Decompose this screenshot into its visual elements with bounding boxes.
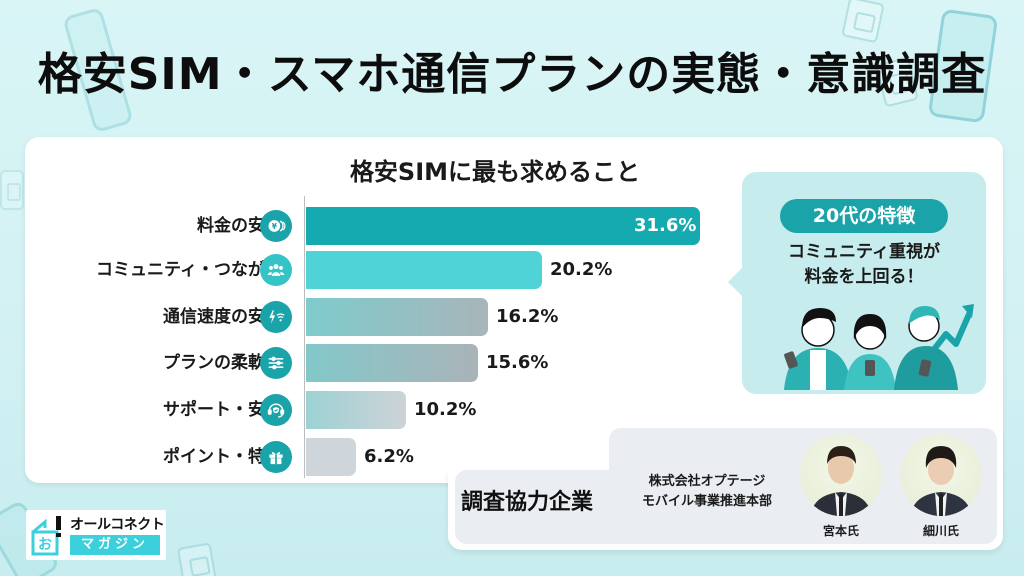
sponsor-label: 調査協力企業 — [461, 490, 594, 515]
sponsor-company: 株式会社オプテージ モバイル事業推進本部 — [627, 472, 787, 512]
chart-title: 格安SIMに最も求めること — [349, 158, 641, 186]
person-photo-avatar — [800, 434, 882, 516]
bar-fill — [306, 298, 488, 336]
decorative-sim-icon — [176, 542, 218, 576]
chart-row: 料金の安さ ¥ 31.6% — [30, 206, 730, 246]
lightning-wifi-icon — [260, 301, 292, 333]
row-label: コミュニティ・つながり — [96, 260, 282, 280]
chart-row: 通信速度の安定 16.2% — [30, 297, 730, 337]
sliders-icon — [260, 347, 292, 379]
bar-fill — [306, 438, 356, 476]
bar-fill — [306, 207, 700, 245]
headset-check-icon — [260, 394, 292, 426]
bar-fill — [306, 391, 406, 429]
brand-logo: お オールコネクト マガジン — [26, 510, 166, 560]
callout-box: 20代の特徴 コミュニティ重視が 料金を上回る！ — [728, 172, 986, 394]
svg-text:お: お — [38, 537, 52, 553]
row-label: ポイント・特典 — [163, 447, 282, 467]
callout-text: コミュニティ重視が 料金を上回る！ — [742, 240, 986, 290]
row-label: プランの柔軟性 — [163, 353, 282, 373]
yen-coins-icon: ¥ — [260, 210, 292, 242]
bar-value: 15.6% — [486, 352, 549, 373]
person-name: 細川氏 — [922, 524, 959, 538]
person-name: 宮本氏 — [822, 524, 859, 538]
person-card: 細川氏 — [898, 434, 984, 539]
person-photo-avatar — [900, 434, 982, 516]
chart-row: サポート・安心 10.2% — [30, 390, 730, 430]
house-logo-icon: お — [31, 516, 61, 556]
row-label: 通信速度の安定 — [163, 307, 282, 327]
company-department: モバイル事業推進本部 — [641, 494, 772, 509]
decorative-sim-icon — [841, 0, 885, 44]
logo-text-top: オールコネクト — [70, 517, 165, 533]
bar-value: 31.6% — [634, 215, 697, 236]
callout-line-1: コミュニティ重視が — [788, 242, 940, 262]
chart-row: ポイント・特典 6.2% — [30, 437, 730, 477]
callout-line-2: 料金を上回る！ — [804, 267, 924, 287]
bar-value: 16.2% — [496, 306, 559, 327]
bar-value: 10.2% — [414, 399, 477, 420]
person-card: 宮本氏 — [798, 434, 884, 539]
company-name: 株式会社オプテージ — [648, 474, 766, 489]
logo-text-bottom: マガジン — [70, 535, 160, 555]
svg-text:¥: ¥ — [272, 222, 278, 231]
bar-fill — [306, 251, 542, 289]
callout-badge: 20代の特徴 — [780, 199, 948, 233]
sponsor-section: 調査協力企業 株式会社オプテージ モバイル事業推進本部 宮本氏 — [455, 428, 997, 544]
people-group-icon — [260, 254, 292, 286]
chart-row: コミュニティ・つながり 20.2% — [30, 250, 730, 290]
row-label: サポート・安心 — [163, 400, 282, 420]
sponsor-label-panel — [455, 470, 655, 544]
bar-fill — [306, 344, 478, 382]
bar-value: 6.2% — [364, 446, 414, 467]
bar-value: 20.2% — [550, 259, 613, 280]
page-title: 格安SIM・スマホ通信プランの実態・意識調査 — [37, 49, 987, 100]
chart-axis-line — [304, 196, 305, 478]
gift-icon — [260, 441, 292, 473]
people-illustration-icon — [784, 304, 974, 390]
decorative-sim-icon — [0, 170, 24, 210]
chart-row: プランの柔軟性 15.6% — [30, 343, 730, 383]
